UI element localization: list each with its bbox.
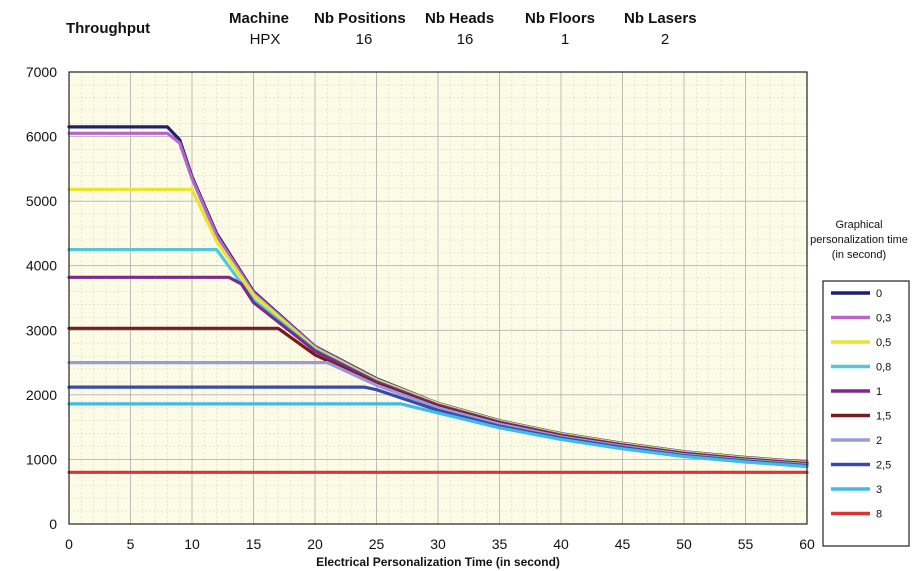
x-tick-label: 45: [615, 536, 631, 552]
x-tick-label: 40: [553, 536, 569, 552]
x-tick-label: 20: [307, 536, 323, 552]
chart-title: Throughput: [66, 20, 151, 37]
legend-label: 3: [876, 484, 882, 496]
legend-label: 1: [876, 386, 882, 398]
y-tick-label: 0: [49, 516, 57, 532]
y-tick-label: 5000: [26, 193, 57, 209]
y-tick-label: 7000: [26, 64, 57, 80]
header-value-lasers: 2: [660, 31, 670, 48]
x-tick-label: 15: [246, 536, 262, 552]
legend-label: 0,3: [876, 313, 891, 325]
legend-label: 0,8: [876, 362, 891, 374]
header-label-heads: Nb Heads: [425, 10, 495, 27]
header-label-machine: Machine: [229, 10, 290, 27]
y-tick-label: 2000: [26, 387, 57, 403]
x-axis-label: Electrical Personalization Time (in seco…: [316, 555, 560, 569]
y-tick-label: 3000: [26, 322, 57, 338]
series-lines: [67, 125, 809, 474]
x-tick-label: 50: [676, 536, 692, 552]
x-tick-label: 0: [65, 536, 73, 552]
header-label-lasers: Nb Lasers: [624, 10, 697, 27]
plot-frame: [68, 71, 808, 525]
header-label-positions: Nb Positions: [314, 10, 406, 27]
y-tick-label: 6000: [26, 129, 57, 145]
header-label-floors: Nb Floors: [525, 10, 595, 27]
x-tick-label: 10: [184, 536, 200, 552]
legend-label: 0,5: [876, 337, 891, 349]
header-value-heads: 16: [456, 31, 474, 48]
y-tick-label: 1000: [26, 451, 57, 467]
tick-labels: 0 5 10 15 20 25 30 35 40 45 50 55 60 0 1000 2000 3000 400…: [26, 64, 815, 552]
y-tick-label: 4000: [26, 258, 57, 274]
legend-box: [822, 280, 910, 547]
x-tick-label: 25: [369, 536, 385, 552]
legend-label: 2: [876, 435, 882, 447]
legend-label: 1,5: [876, 411, 891, 423]
legend-label: 2,5: [876, 460, 891, 472]
legend-label: 8: [876, 509, 882, 521]
legend: 0 0,3 0,5 0,8 1 1,5 2 2,5 3 8: [831, 288, 891, 521]
header-value-machine: HPX: [249, 31, 281, 48]
header-value-positions: 16: [355, 31, 373, 48]
x-tick-label: 5: [127, 536, 135, 552]
legend-title: Graphical personalization time (in secon…: [810, 219, 908, 261]
series-line-3: [67, 402, 809, 469]
x-tick-label: 60: [799, 536, 815, 552]
header-value-floors: 1: [560, 31, 570, 48]
x-tick-label: 30: [430, 536, 446, 552]
x-tick-label: 55: [738, 536, 754, 552]
x-tick-label: 35: [492, 536, 508, 552]
legend-label: 0: [876, 288, 882, 300]
